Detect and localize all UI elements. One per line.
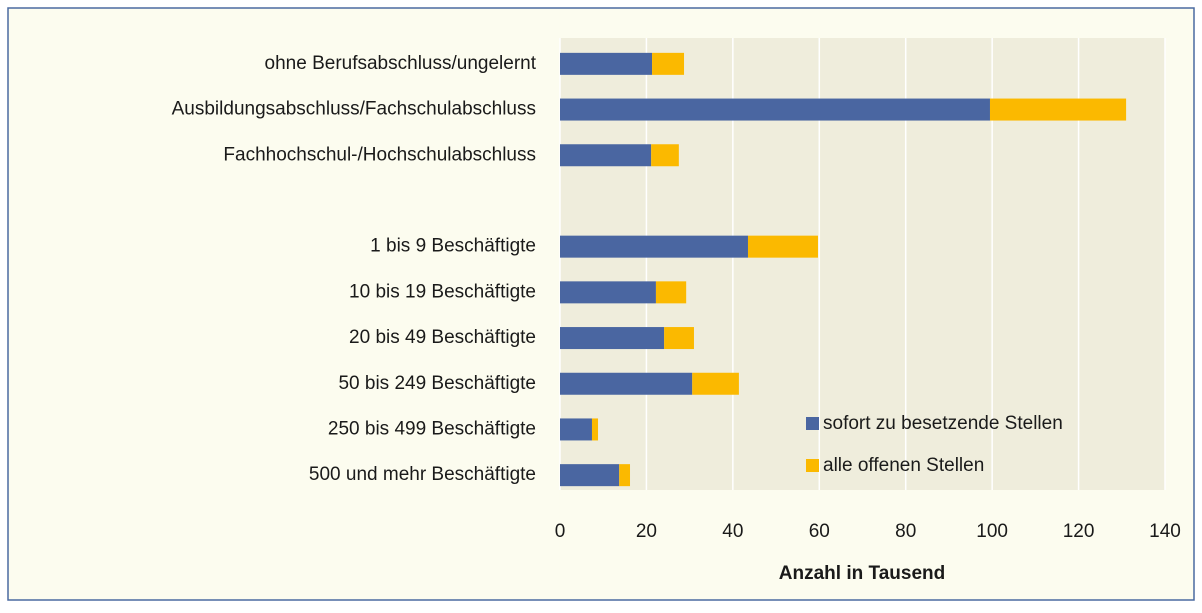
legend-swatch [806, 459, 819, 472]
x-tick-label: 0 [555, 521, 566, 542]
bar-segment [651, 144, 679, 167]
bar-segment [560, 52, 653, 75]
legend-label: sofort zu besetzende Stellen [823, 413, 1063, 434]
y-tick-label: 250 bis 499 Beschäftigte [328, 418, 536, 439]
y-tick-label: 50 bis 249 Beschäftigte [338, 373, 536, 394]
x-tick-label: 40 [722, 521, 743, 542]
bar-segment [560, 281, 656, 304]
x-tick-label: 60 [809, 521, 830, 542]
bar-segment [747, 235, 818, 258]
x-tick-label: 100 [976, 521, 1008, 542]
y-tick-label: 20 bis 49 Beschäftigte [349, 327, 536, 348]
bar-segment [989, 98, 1127, 121]
x-tick-label: 140 [1149, 521, 1181, 542]
bar-segment [560, 418, 592, 441]
legend-swatch [806, 417, 819, 430]
y-tick-label: Fachhochschul-/Hochschulabschluss [223, 144, 536, 165]
bar-segment [692, 372, 739, 395]
bar-segment [619, 464, 631, 487]
bar-segment [560, 372, 693, 395]
legend-label: alle offenen Stellen [823, 455, 984, 476]
y-tick-label: 500 und mehr Beschäftigte [309, 464, 536, 485]
bar-segment [560, 464, 620, 487]
y-tick-label: 10 bis 19 Beschäftigte [349, 281, 536, 302]
y-tick-label: Ausbildungsabschluss/Fachschulabschluss [172, 99, 536, 120]
bar-segment [560, 144, 652, 167]
bar-segment [560, 327, 665, 350]
bar-segment [664, 327, 694, 350]
bar-segment [655, 281, 687, 304]
bar-segment [560, 235, 748, 258]
y-tick-label: ohne Berufsabschluss/ungelernt [265, 53, 537, 74]
x-tick-label: 80 [895, 521, 916, 542]
bar-segment [652, 52, 685, 75]
x-tick-label: 20 [636, 521, 657, 542]
bar-segment [591, 418, 599, 441]
y-tick-label: 1 bis 9 Beschäftigte [370, 236, 536, 257]
x-axis-title: Anzahl in Tausend [779, 563, 945, 584]
bar-segment [560, 98, 990, 121]
x-tick-label: 120 [1063, 521, 1095, 542]
